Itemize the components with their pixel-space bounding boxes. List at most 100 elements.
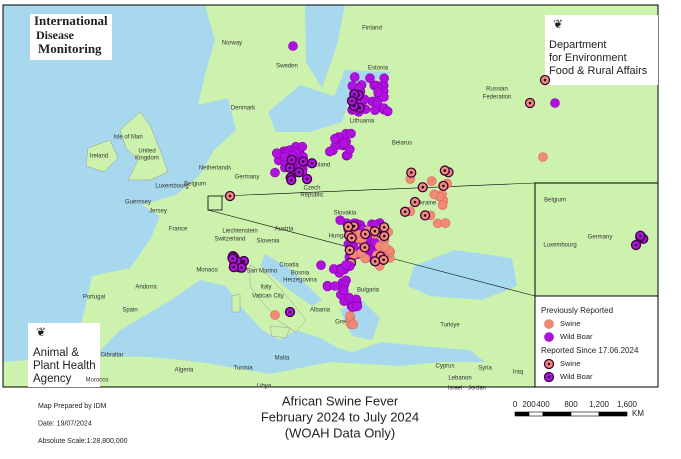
map-title: February 2024 to July 2024 <box>261 409 419 424</box>
country-label: Switzerland <box>214 237 245 243</box>
outbreak-marker-dot <box>543 78 547 82</box>
country-label: Gibraltar <box>100 353 123 359</box>
crest: ❦ <box>553 17 563 31</box>
outbreak-marker <box>270 167 280 178</box>
outbreak-marker-dot <box>363 232 367 236</box>
country-label: Republic <box>300 193 323 199</box>
outbreak-marker-dot <box>547 362 551 366</box>
country-label: San Marino <box>247 269 278 275</box>
outbreak-marker-dot <box>413 200 417 204</box>
outbreak-marker-dot <box>373 260 377 263</box>
inset-label: Belgium <box>544 198 566 204</box>
outbreak-marker-dot <box>297 170 301 174</box>
scale-segment <box>570 411 600 417</box>
idm-logo-text: Monitoring <box>38 41 102 56</box>
legend-box <box>534 295 659 388</box>
outbreak-marker <box>380 242 390 252</box>
defra-box <box>545 15 658 85</box>
idm-logo-text: International <box>34 13 108 28</box>
legend-label: Wild Boar <box>560 372 593 381</box>
footer-text: Absolute Scale:1:28,800,000 <box>38 438 128 445</box>
country-label: Israel <box>448 386 463 392</box>
outbreak-marker-dot <box>423 214 427 217</box>
country-label: Luxembourg <box>155 184 188 190</box>
country-label: Sweden <box>276 64 298 70</box>
outbreak-marker-dot <box>363 246 367 249</box>
apha-box <box>28 323 100 387</box>
outbreak-marker-dot <box>232 265 236 269</box>
outbreak-marker <box>426 176 437 186</box>
country-label: Bosnia <box>291 271 310 277</box>
scale-segment <box>542 411 572 417</box>
country-label: Denmark <box>231 106 256 112</box>
country-label: Tunisia <box>233 366 253 372</box>
outbreak-marker-dot <box>350 99 354 103</box>
country-label: Guernsey <box>125 200 151 206</box>
outbreak-marker-dot <box>240 266 243 269</box>
outbreak-marker-dot <box>301 160 305 163</box>
country-label: Turkiye <box>440 323 460 329</box>
scale-label: 0 <box>513 400 518 409</box>
outbreak-marker-dot <box>310 161 314 165</box>
inset-locator <box>207 195 223 211</box>
country-label: Algeria <box>175 368 194 374</box>
inset-label: Germany <box>588 235 613 241</box>
outbreak-marker-dot <box>547 375 551 379</box>
country-label: Finland <box>362 26 382 32</box>
outbreak-marker <box>335 215 345 226</box>
country-label: Austria <box>275 227 294 233</box>
outbreak-marker-dot <box>403 210 407 214</box>
outbreak-marker <box>373 87 383 98</box>
outbreak-marker-dot <box>346 225 350 229</box>
outbreak-marker-dot <box>528 101 532 105</box>
outbreak-marker <box>346 128 356 139</box>
idm-logo-text: Disease <box>36 28 75 42</box>
scale-label: 800 <box>564 400 578 409</box>
outbreak-marker <box>345 144 355 155</box>
country-label: Estonia <box>368 66 389 72</box>
sea <box>3 5 517 374</box>
crest: ❦ <box>36 325 46 339</box>
legend-label: Swine <box>560 319 580 328</box>
outbreak-marker-dot <box>409 171 413 174</box>
country-label: Isle of Man <box>113 135 142 141</box>
outbreak-marker <box>349 72 360 82</box>
defra-logo-text: for Environment <box>549 52 627 64</box>
outbreak-marker <box>440 218 451 228</box>
outbreak-marker <box>339 138 349 149</box>
outbreak-marker-dot <box>288 310 292 314</box>
country-label: Jordan <box>468 386 486 392</box>
scale-label: 200 <box>522 400 536 409</box>
outbreak-marker <box>325 146 335 157</box>
country-label: Greece <box>335 320 355 326</box>
country-label: United <box>138 149 155 155</box>
outbreak-marker-dot <box>634 243 638 247</box>
outbreak-marker-dot <box>290 158 293 162</box>
country-label: Portugal <box>83 295 105 301</box>
country-label: Albania <box>310 308 331 314</box>
idm-box <box>30 14 112 60</box>
scale-segment <box>514 411 530 417</box>
country-label: Czech <box>303 186 320 192</box>
outbreak-marker-dot <box>382 258 385 262</box>
outbreak-marker <box>550 98 560 108</box>
country-label: Italy <box>260 285 271 291</box>
outbreak-marker-dot <box>305 177 309 181</box>
country-label: Hungary <box>329 234 352 240</box>
country-label: Andorra <box>135 285 157 291</box>
country-label: Croatia <box>279 263 299 269</box>
outbreak-marker-dot <box>231 257 235 261</box>
country-label: Malta <box>275 356 290 362</box>
country-label: Bulgaria <box>357 288 380 294</box>
country-label: Ireland <box>90 154 108 160</box>
outbreak-marker <box>544 319 554 329</box>
country-label: Federation <box>483 95 512 101</box>
legend-label: Swine <box>560 359 580 368</box>
map-title: (WOAH Data Only) <box>285 425 396 440</box>
country-label: Cyprus <box>435 364 454 370</box>
outbreak-marker-dot <box>290 178 293 182</box>
country-label: Belgium <box>184 182 206 188</box>
defra-logo-text: Department <box>549 39 606 51</box>
country-label: Syria <box>478 366 492 372</box>
outbreak-marker-dot <box>373 229 377 233</box>
